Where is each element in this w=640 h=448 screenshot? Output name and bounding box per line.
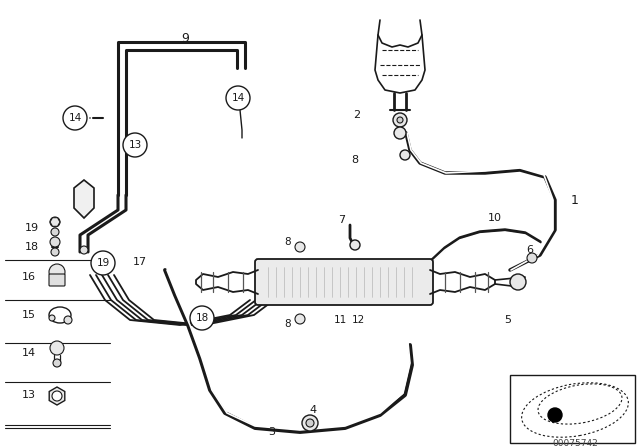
Text: 11: 11	[333, 315, 347, 325]
Bar	[510, 375, 635, 443]
Ellipse shape	[538, 384, 622, 424]
Text: 18: 18	[195, 313, 209, 323]
Circle shape	[302, 415, 318, 431]
Ellipse shape	[49, 307, 71, 323]
Text: 4: 4	[309, 405, 317, 415]
Circle shape	[50, 237, 60, 247]
Circle shape	[123, 133, 147, 157]
Circle shape	[393, 113, 407, 127]
Text: 13: 13	[22, 390, 36, 400]
Circle shape	[50, 217, 60, 227]
Circle shape	[397, 117, 403, 123]
Text: 10: 10	[488, 213, 502, 223]
Circle shape	[91, 251, 115, 275]
Text: 14: 14	[232, 93, 244, 103]
Circle shape	[51, 228, 59, 236]
Circle shape	[350, 240, 360, 250]
Text: 2: 2	[353, 110, 360, 120]
Circle shape	[400, 150, 410, 160]
Text: 14: 14	[68, 113, 82, 123]
Text: 8: 8	[285, 237, 291, 247]
Ellipse shape	[522, 383, 628, 437]
Text: 5: 5	[504, 315, 511, 325]
Polygon shape	[50, 218, 60, 226]
Text: 8: 8	[351, 155, 358, 165]
Circle shape	[548, 408, 562, 422]
FancyBboxPatch shape	[255, 259, 433, 305]
FancyBboxPatch shape	[49, 274, 65, 286]
Circle shape	[510, 274, 526, 290]
Text: 19: 19	[25, 223, 39, 233]
Text: 19: 19	[97, 258, 109, 268]
Text: 3: 3	[269, 427, 275, 437]
Text: 7: 7	[339, 215, 346, 225]
Text: 16: 16	[22, 272, 36, 282]
Circle shape	[394, 127, 406, 139]
Circle shape	[226, 86, 250, 110]
Polygon shape	[49, 387, 65, 405]
Text: 18: 18	[25, 242, 39, 252]
Circle shape	[49, 264, 65, 280]
Circle shape	[52, 391, 62, 401]
Circle shape	[527, 253, 537, 263]
Text: 14: 14	[22, 348, 36, 358]
Circle shape	[80, 246, 88, 254]
Circle shape	[190, 306, 214, 330]
Text: 1: 1	[571, 194, 579, 207]
Circle shape	[50, 341, 64, 355]
Circle shape	[53, 359, 61, 367]
Polygon shape	[74, 180, 94, 218]
Text: 13: 13	[129, 140, 141, 150]
Circle shape	[63, 106, 87, 130]
Circle shape	[295, 314, 305, 324]
Text: 00075742: 00075742	[552, 439, 598, 448]
Text: 8: 8	[285, 319, 291, 329]
Text: 6: 6	[527, 245, 534, 255]
Text: 15: 15	[22, 310, 36, 320]
Circle shape	[295, 242, 305, 252]
Circle shape	[49, 315, 55, 321]
Text: 17: 17	[133, 257, 147, 267]
Circle shape	[306, 419, 314, 427]
Text: 12: 12	[351, 315, 365, 325]
Circle shape	[64, 316, 72, 324]
Text: 9: 9	[181, 31, 189, 44]
Circle shape	[51, 248, 59, 256]
